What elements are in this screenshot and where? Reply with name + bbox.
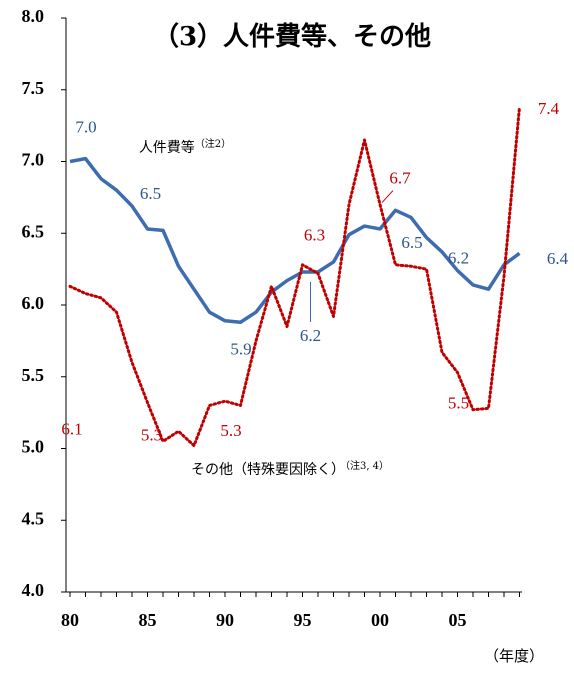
data-label: 6.5 [401,233,422,252]
series-note: （注2） [195,137,231,150]
data-label: 6.1 [61,419,82,438]
data-label: 5.3 [220,421,241,440]
data-label: 6.3 [304,226,325,245]
series-line [69,156,521,324]
y-tick-label: 4.5 [22,508,45,528]
x-axis-unit: （年度） [484,647,544,665]
data-label: 5.5 [448,393,469,412]
series-line [68,105,521,448]
x-tick-label: 80 [61,610,79,630]
data-label: 6.5 [140,184,161,203]
y-tick-label: 7.0 [22,150,45,170]
y-tick-label: 4.0 [22,580,45,600]
y-tick-label: 7.5 [22,78,45,98]
data-label: 6.2 [448,248,469,267]
x-tick-label: 85 [139,610,157,630]
data-label: 6.4 [547,249,569,268]
x-tick-label: 00 [371,610,389,630]
y-tick-label: 6.5 [22,221,45,241]
series-note: （注3, 4） [345,459,389,472]
y-tick-label: 5.0 [22,437,45,457]
x-tick-label: 05 [449,610,467,630]
data-label: 5.9 [230,340,251,359]
data-label: 7.4 [538,99,560,118]
data-label: 6.7 [389,168,411,187]
data-label: 5.3 [141,425,162,444]
y-tick-label: 5.5 [22,365,45,385]
data-label: 7.0 [75,117,96,136]
series-name: その他（特殊要因除く） [191,462,345,478]
series-name: 人件費等 [139,139,195,156]
x-tick-label: 95 [294,610,312,630]
x-tick-label: 90 [216,610,234,630]
series-annotation: その他（特殊要因除く）（注3, 4） [191,459,389,479]
leader-line [381,190,394,203]
chart-title: （3）人件費等、その他 [153,21,431,52]
y-tick-label: 6.0 [22,293,45,313]
series-annotation: 人件費等（注2） [139,137,231,157]
y-tick-label: 8.0 [22,6,45,26]
data-label: 6.2 [300,326,321,345]
